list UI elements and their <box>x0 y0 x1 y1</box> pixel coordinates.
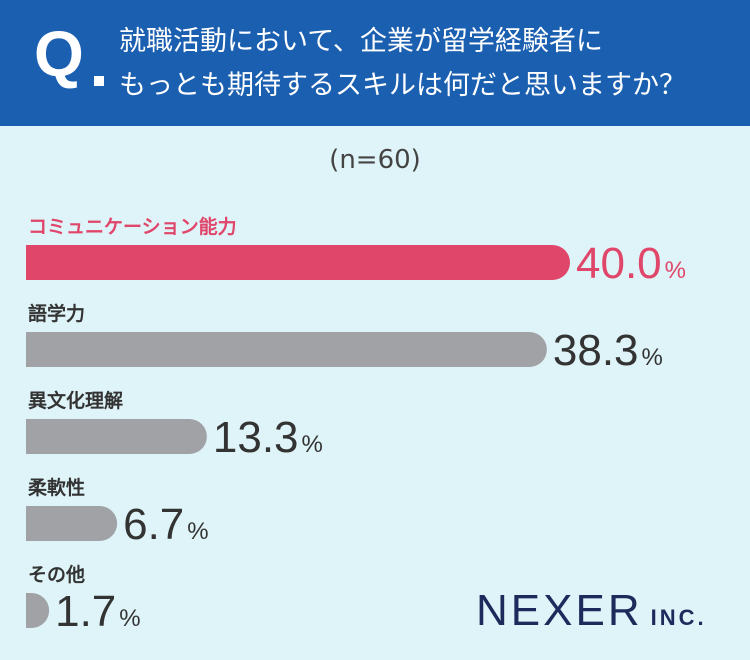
bar <box>26 332 547 367</box>
bar <box>26 245 570 280</box>
value-label: 40.0% <box>576 239 686 288</box>
category-label: コミュニケーション能力 <box>28 215 237 238</box>
question-line-2: もっとも期待するスキルは何だと思いますか？ <box>119 70 686 101</box>
q-dot <box>94 76 104 86</box>
category-label: その他 <box>28 563 85 586</box>
question-line-1: 就職活動において、企業が留学経験者に <box>119 26 603 57</box>
nexer-logo: NEXER INC. <box>476 586 707 636</box>
question-text: 就職活動において、企業が留学経験者に もっとも期待するスキルは何だと思いますか？ <box>119 20 739 108</box>
category-label: 語学力 <box>28 302 85 325</box>
value-label: 6.7% <box>123 500 209 549</box>
sample-size-label: (n=60) <box>329 145 421 175</box>
bar <box>26 419 207 454</box>
bar <box>26 506 118 541</box>
question-header: Q 就職活動において、企業が留学経験者に もっとも期待するスキルは何だと思います… <box>0 0 750 126</box>
logo-sub-text: INC. <box>650 605 707 630</box>
value-label: 1.7% <box>55 587 141 636</box>
value-label: 38.3% <box>553 326 663 375</box>
bar <box>26 593 50 628</box>
logo-main-text: NEXER <box>476 586 643 635</box>
value-label: 13.3% <box>213 413 323 462</box>
q-mark: Q <box>34 18 84 90</box>
category-label: 柔軟性 <box>28 476 85 499</box>
category-label: 異文化理解 <box>28 389 123 412</box>
